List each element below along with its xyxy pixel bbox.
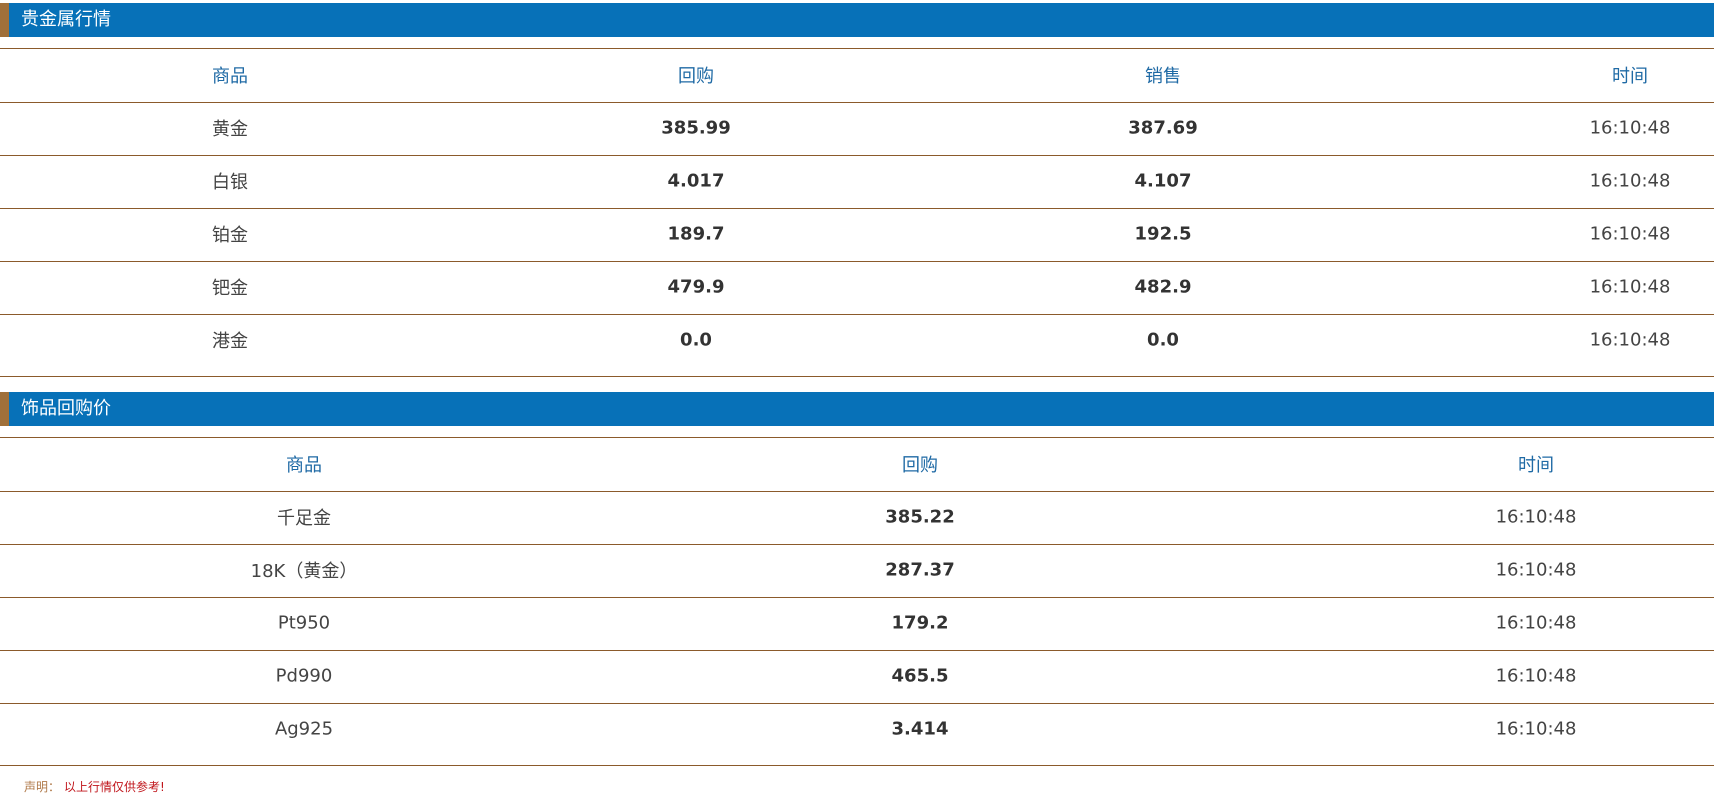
- cell: 16:10:48: [1495, 718, 1577, 740]
- column-header: 回购: [678, 66, 714, 87]
- column-header: 时间: [1518, 455, 1554, 476]
- column-header: 商品: [286, 455, 322, 476]
- cell: Pt950: [277, 612, 331, 634]
- footer-text: 以上行情仅供参考!: [64, 780, 165, 793]
- cell: 千足金: [277, 508, 331, 529]
- price: 192.5: [1134, 223, 1192, 245]
- cell: 16:10:48: [1495, 612, 1577, 634]
- cell: 16:10:48: [1495, 559, 1577, 581]
- rule: [0, 376, 1714, 377]
- column-header: 商品: [212, 66, 248, 87]
- section-header: 饰品回购价: [0, 392, 1714, 426]
- price: 0.0: [680, 329, 712, 351]
- cell: 18K（黄金）: [250, 561, 358, 582]
- price: 385.99: [661, 117, 731, 139]
- rule: [0, 261, 1714, 262]
- footer-label: 声明：: [24, 780, 61, 793]
- price: 189.7: [667, 223, 725, 245]
- cell: Pd990: [275, 665, 333, 687]
- cell: Ag925: [274, 718, 334, 740]
- section-title: 饰品回购价: [21, 398, 111, 419]
- rule: [0, 765, 1714, 766]
- cell: 16:10:48: [1589, 223, 1671, 245]
- rule: [0, 48, 1714, 49]
- price: 0.0: [1147, 329, 1179, 351]
- rule: [0, 102, 1714, 103]
- rule: [0, 437, 1714, 438]
- price: 479.9: [667, 276, 725, 298]
- rule: [0, 155, 1714, 156]
- cell: 钯金: [212, 278, 248, 299]
- rule: [0, 314, 1714, 315]
- price: 3.414: [891, 718, 949, 740]
- price: 387.69: [1128, 117, 1198, 139]
- price: 465.5: [891, 665, 949, 687]
- accent: [0, 3, 9, 37]
- price: 385.22: [885, 506, 955, 528]
- cell: 16:10:48: [1589, 276, 1671, 298]
- rule: [0, 208, 1714, 209]
- column-header: 回购: [902, 455, 938, 476]
- cell: 白银: [212, 172, 248, 193]
- cell: 16:10:48: [1589, 170, 1671, 192]
- cell: 16:10:48: [1495, 665, 1577, 687]
- cell: 16:10:48: [1495, 506, 1577, 528]
- price: 4.107: [1134, 170, 1192, 192]
- price: 482.9: [1134, 276, 1192, 298]
- section-header: 贵金属行情: [0, 3, 1714, 37]
- cell: 16:10:48: [1589, 329, 1671, 351]
- price: 179.2: [891, 612, 949, 634]
- column-header: 时间: [1612, 66, 1648, 87]
- cell: 港金: [212, 331, 248, 352]
- section-title: 贵金属行情: [21, 9, 111, 30]
- rule: [0, 650, 1714, 651]
- column-header: 销售: [1145, 66, 1181, 87]
- price: 4.017: [667, 170, 725, 192]
- rule: [0, 703, 1714, 704]
- accent: [0, 392, 9, 426]
- rule: [0, 544, 1714, 545]
- cell: 黄金: [212, 119, 248, 140]
- price: 287.37: [885, 559, 955, 581]
- cell: 16:10:48: [1589, 117, 1671, 139]
- cell: 铂金: [212, 225, 248, 246]
- rule: [0, 597, 1714, 598]
- rule: [0, 491, 1714, 492]
